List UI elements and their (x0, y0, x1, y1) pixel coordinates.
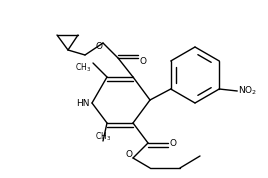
Text: O: O (139, 57, 146, 66)
Text: O: O (169, 138, 176, 148)
Text: O: O (95, 42, 102, 51)
Text: NO$_2$: NO$_2$ (238, 85, 258, 97)
Text: CH$_3$: CH$_3$ (75, 61, 91, 74)
Text: HN: HN (76, 98, 90, 108)
Text: O: O (125, 150, 132, 159)
Text: CH$_3$: CH$_3$ (95, 130, 111, 143)
